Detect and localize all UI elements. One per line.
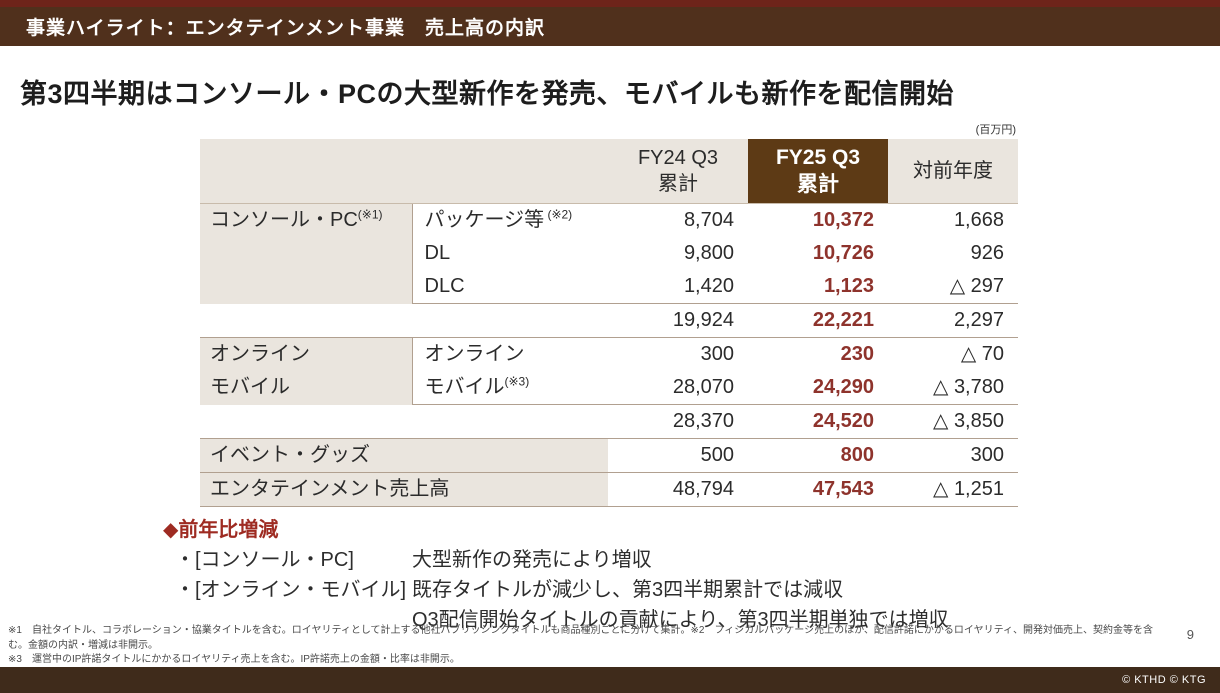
cell-yoy: △ 297 <box>949 275 1004 297</box>
yoy-notes-section: ◆前年比増減 ・[コンソール・PC] 大型新作の発売により増収 ・[オンライン・… <box>163 515 1220 635</box>
footnote-ref-1: (※1) <box>357 207 383 222</box>
table-row-mobile: モバイル(※3) 28,070 24,290 △ 3,780 <box>200 371 1018 405</box>
table-row-console-subtotal: 19,924 22,221 2,297 <box>200 303 1018 338</box>
category-cell-events-goods: イベント・グッズ <box>200 438 608 473</box>
footnote-ref-2: (※2) <box>544 207 573 222</box>
category-cell-console-pc: コンソール・PC(※1) <box>200 203 412 304</box>
note-label: ・[オンライン・モバイル] <box>175 579 407 601</box>
category-label-line1: オンライン <box>210 343 310 365</box>
cell-fy24: 19,924 <box>608 303 748 338</box>
note-label: ・[コンソール・PC] <box>175 549 354 571</box>
header-fy24: FY24 Q3 累計 <box>608 139 748 204</box>
subcategory-label: モバイル <box>424 376 505 398</box>
header-fy24-line2: 累計 <box>658 173 698 195</box>
note-row-online-mobile: ・[オンライン・モバイル] 既存タイトルが減少し、第3四半期累計では減収 <box>175 575 1220 605</box>
cell-fy24: 8,704 <box>683 209 734 231</box>
header-fy25-line1: FY25 Q3 <box>775 145 861 169</box>
cell-yoy: △ 3,850 <box>888 404 1018 439</box>
blank-cell <box>200 304 412 338</box>
cell-fy24: 48,794 <box>608 472 748 507</box>
table-area: (百万円) FY24 Q3 累計 FY25 Q3 累計 対前年度 <box>200 121 1018 507</box>
yoy-notes-title: ◆前年比増減 <box>163 519 279 541</box>
subcategory-cell: オンライン <box>411 337 608 371</box>
category-cell-entertainment-total: エンタテインメント売上高 <box>200 472 608 507</box>
cell-yoy: △ 70 <box>888 337 1018 371</box>
header-fy25-line2: 累計 <box>797 173 839 196</box>
cell-yoy: 926 <box>970 242 1004 264</box>
cell-fy25: 1,123 <box>823 275 874 297</box>
footer-bar: © KTHD © KTG <box>0 667 1220 693</box>
table-row-online: オンライン モバイル オンライン 300 230 △ 70 <box>200 337 1018 405</box>
subcategory-cell: モバイル(※3) <box>411 371 608 405</box>
footnote-ref-3: (※3) <box>504 374 530 389</box>
cell-fy25: 24,520 <box>748 404 888 439</box>
cell-yoy: 1,668 <box>953 209 1004 231</box>
cell-fy25: 24,290 <box>812 376 874 398</box>
category-cell-online-mobile: オンライン モバイル <box>200 337 412 405</box>
table-row-package: コンソール・PC(※1) パッケージ等 (※2) 8,704 10,372 1,… <box>200 203 1018 304</box>
subcategory-cell: パッケージ等 (※2) <box>411 203 608 237</box>
footnote-line-1: ※1 自社タイトル、コラボレーション・協業タイトルを含む。ロイヤリティとして計上… <box>8 625 1153 651</box>
cell-yoy: 300 <box>888 438 1018 473</box>
unit-note: (百万円) <box>975 124 1016 136</box>
copyright-text: © KTHD © KTG <box>1122 674 1206 686</box>
cell-fy25: 22,221 <box>748 303 888 338</box>
subcategory-cell: DLC <box>411 270 608 304</box>
cell-fy25: 10,726 <box>812 242 874 264</box>
headline: 第3四半期はコンソール・PCの大型新作を発売、モバイルも新作を配信開始 <box>20 79 955 109</box>
title-bar: 事業ハイライト：エンタテインメント事業 売上高の内訳 <box>0 7 1220 46</box>
header-blank-cell <box>200 139 608 204</box>
blank-cell <box>200 405 412 439</box>
subcategory-cell: DL <box>411 237 608 270</box>
table-row-online-subtotal: 28,370 24,520 △ 3,850 <box>200 404 1018 439</box>
top-accent-strip <box>0 0 1220 7</box>
cell-fy25: 230 <box>748 337 888 371</box>
table-row-dl: DL 9,800 10,726 926 <box>200 237 1018 270</box>
cell-yoy: △ 1,251 <box>888 472 1018 507</box>
table-header-row: FY24 Q3 累計 FY25 Q3 累計 対前年度 <box>200 139 1018 204</box>
blank-cell <box>412 303 608 338</box>
table-row-entertainment-total: エンタテインメント売上高 48,794 47,543 △ 1,251 <box>200 472 1018 507</box>
header-yoy: 対前年度 <box>888 139 1018 204</box>
cell-fy25: 47,543 <box>748 472 888 507</box>
cell-fy24: 300 <box>608 337 748 371</box>
table-row-dlc: DLC 1,420 1,123 △ 297 <box>200 270 1018 304</box>
note-row-q3: Q3配信開始タイトルの貢献により、第3四半期単独では増収 <box>175 605 1220 635</box>
cell-fy24: 28,370 <box>608 404 748 439</box>
header-fy24-line1: FY24 Q3 <box>637 147 719 169</box>
slide-section-title: 事業ハイライト：エンタテインメント事業 売上高の内訳 <box>26 18 546 39</box>
cell-fy25: 800 <box>748 438 888 473</box>
cell-yoy: △ 3,780 <box>933 376 1004 398</box>
category-label-line2: モバイル <box>210 376 290 398</box>
note-row-console: ・[コンソール・PC] 大型新作の発売により増収 <box>175 545 1220 575</box>
cell-fy24: 28,070 <box>672 376 734 398</box>
subcategory-label: パッケージ等 <box>424 209 545 231</box>
note-text: 既存タイトルが減少し、第3四半期累計では減収 <box>412 579 844 601</box>
cell-yoy: 2,297 <box>888 303 1018 338</box>
page-number: 9 <box>1186 627 1194 642</box>
header-fy25: FY25 Q3 累計 <box>748 139 888 204</box>
cell-fy25: 10,372 <box>812 209 874 231</box>
sales-breakdown-table: FY24 Q3 累計 FY25 Q3 累計 対前年度 コンソール・PC(※1) … <box>200 139 1018 507</box>
cell-fy24: 1,420 <box>683 275 734 297</box>
category-label: コンソール・PC <box>210 209 358 231</box>
note-text: 大型新作の発売により増収 <box>412 549 652 571</box>
blank-cell <box>412 404 608 439</box>
cell-fy24: 500 <box>608 438 748 473</box>
note-text: Q3配信開始タイトルの貢献により、第3四半期単独では増収 <box>412 609 949 631</box>
footnotes: ※1 自社タイトル、コラボレーション・協業タイトルを含む。ロイヤリティとして計上… <box>8 624 1160 668</box>
table-row-events-goods: イベント・グッズ 500 800 300 <box>200 438 1018 473</box>
cell-fy24: 9,800 <box>683 242 734 264</box>
footnote-line-2: ※3 運営中のIP許諾タイトルにかかるロイヤリティ売上を含む。IP許諾売上の金額… <box>8 654 460 665</box>
